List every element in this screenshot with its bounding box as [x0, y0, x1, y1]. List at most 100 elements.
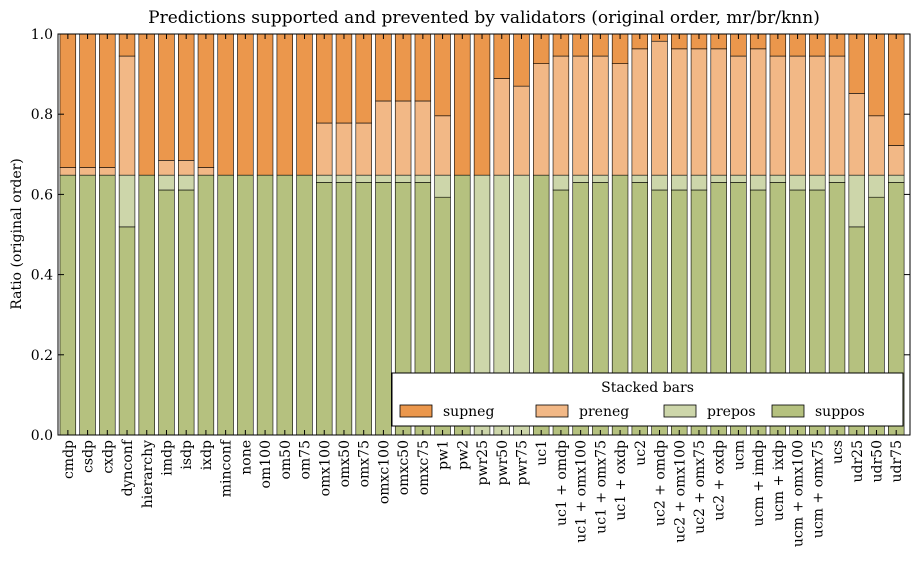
bar-supneg-1: [79, 33, 96, 168]
bar-prepos-13: [316, 174, 333, 183]
bar-preneg-22: [493, 78, 510, 176]
bar-prepos-29: [631, 174, 648, 183]
x-tick-label: uc2 + omdp: [653, 440, 669, 526]
bar-supneg-16: [375, 33, 392, 102]
x-tick-label: imdp: [159, 440, 175, 476]
bar-prepos-42: [888, 174, 905, 183]
bar-supneg-41: [868, 33, 885, 117]
bar-prepos-30: [651, 174, 668, 191]
y-tick-label: 0.0: [31, 428, 53, 444]
bar-suppos-7: [197, 174, 215, 436]
x-tick-label: uc1 + oxdp: [613, 440, 629, 521]
bar-supneg-40: [848, 33, 865, 94]
bar-preneg-5: [158, 160, 175, 176]
bar-suppos-12: [296, 174, 313, 436]
x-tick-label: om75: [298, 440, 314, 480]
bar-prepos-6: [178, 174, 195, 191]
x-tick-label: uc1 + omx100: [574, 440, 590, 543]
bar-suppos-5: [158, 189, 175, 436]
x-tick-label: pw1: [436, 440, 452, 470]
x-tick-label: om100: [258, 440, 274, 488]
bar-preneg-35: [749, 48, 767, 176]
bar-prepos-40: [848, 174, 865, 228]
legend-label-preneg: preneg: [579, 404, 629, 420]
bar-preneg-37: [789, 55, 806, 176]
x-tick-label: om50: [278, 440, 294, 480]
x-tick-label: omx75: [357, 440, 373, 487]
plot-frame: [57, 33, 911, 436]
bar-supneg-11: [276, 33, 294, 176]
bar-preneg-30: [651, 40, 668, 176]
x-tick-label: cmdp: [61, 440, 77, 479]
x-tick-label: uc2 + omx75: [692, 440, 708, 534]
bar-preneg-6: [178, 160, 195, 176]
bar-prepos-17: [394, 174, 412, 183]
y-tick-label: 0.2: [31, 348, 53, 364]
bar-prepos-39: [828, 174, 846, 183]
legend-title: Stacked bars: [601, 380, 694, 396]
x-tick-label: omx50: [337, 440, 353, 487]
bar-preneg-28: [611, 63, 629, 176]
legend: Stacked bars supneg preneg prepos suppos: [391, 372, 904, 427]
bar-preneg-27: [592, 55, 609, 176]
x-tick-label: uc2 + omx100: [672, 440, 688, 543]
bar-supneg-10: [256, 33, 274, 176]
bar-prepos-18: [414, 174, 432, 183]
x-tick-label: udr25: [850, 440, 866, 483]
bar-preneg-13: [316, 122, 333, 176]
bar-prepos-5: [158, 174, 175, 191]
x-tick-label: pwr75: [514, 440, 530, 485]
bar-preneg-26: [572, 55, 589, 176]
bar-supneg-18: [414, 33, 432, 102]
bar-preneg-2: [99, 167, 116, 176]
x-tick-label: ucm: [731, 440, 747, 470]
bar-supneg-0: [59, 33, 77, 168]
bar-supneg-8: [217, 33, 234, 176]
bar-supneg-23: [513, 33, 530, 87]
x-tick-label: uc2: [633, 440, 649, 466]
bar-supneg-21: [473, 33, 491, 176]
bar-preneg-18: [414, 100, 432, 176]
bar-preneg-17: [394, 100, 412, 176]
chart-title: Predictions supported and prevented by v…: [148, 8, 820, 28]
bar-suppos-8: [217, 174, 234, 436]
bar-supneg-20: [454, 33, 471, 176]
bar-preneg-19: [434, 115, 451, 176]
bar-prepos-25: [552, 174, 570, 191]
legend-label-prepos: prepos: [707, 404, 756, 420]
x-tick-label: uc1: [534, 440, 550, 466]
bar-supneg-19: [434, 33, 451, 117]
y-tick-label: 0.4: [31, 268, 53, 284]
bar-prepos-19: [434, 174, 451, 198]
bar-supneg-2: [99, 33, 116, 168]
bar-preneg-42: [888, 145, 905, 176]
bar-prepos-26: [572, 174, 589, 183]
bar-prepos-38: [809, 174, 826, 191]
bar-prepos-3: [118, 174, 136, 228]
bar-prepos-27: [592, 174, 609, 183]
bar-suppos-13: [316, 182, 333, 436]
bar-supneg-15: [355, 33, 372, 124]
bar-prepos-35: [749, 174, 767, 191]
bar-supneg-5: [158, 33, 175, 161]
y-tick-label: 1.0: [31, 27, 53, 43]
bar-supneg-22: [493, 33, 510, 79]
x-tick-label: omx100: [317, 440, 333, 496]
x-tick-label: ucm + omx100: [791, 440, 807, 547]
bar-preneg-0: [59, 167, 77, 176]
bar-supneg-9: [237, 33, 254, 176]
bar-suppos-14: [335, 182, 353, 436]
bar-preneg-7: [197, 167, 215, 176]
bar-prepos-34: [730, 174, 747, 183]
x-tick-label: omxc100: [376, 440, 392, 504]
bar-supneg-6: [178, 33, 195, 161]
x-tick-label: omxc50: [396, 440, 412, 495]
x-tick-label: uc1 + omx75: [593, 440, 609, 534]
bar-preneg-24: [533, 63, 550, 176]
bar-preneg-23: [513, 85, 530, 176]
bar-prepos-36: [769, 174, 787, 183]
bar-prepos-33: [710, 174, 727, 183]
bar-preneg-34: [730, 55, 747, 176]
x-tick-label: isdp: [179, 440, 195, 470]
